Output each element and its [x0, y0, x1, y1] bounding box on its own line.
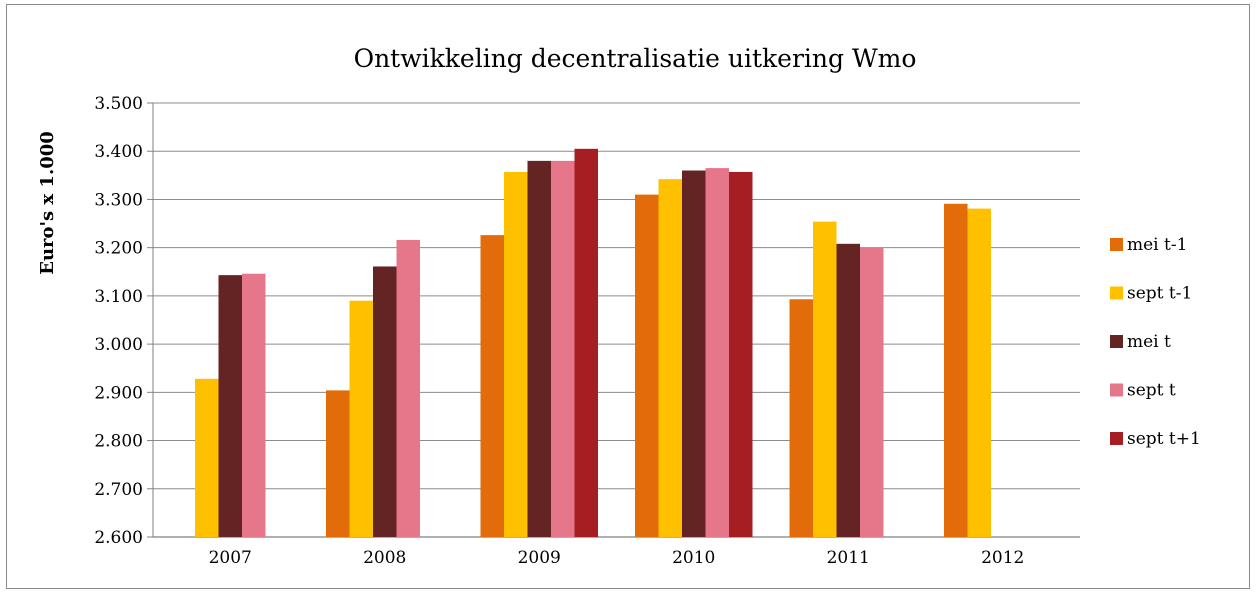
y-tick-label: 3.100 — [94, 287, 143, 307]
gridlines — [147, 102, 1080, 538]
x-axis-ticks: 2007 2008 2009 2010 2011 2012 — [209, 548, 1025, 568]
y-tick-label: 2.600 — [94, 528, 143, 548]
bar-chart: Ontwikkeling decentralisatie uitkering W… — [37, 44, 1201, 568]
bar-2010-mei-t — [682, 170, 706, 537]
legend-swatch — [1110, 383, 1123, 397]
x-tick-label: 2010 — [672, 548, 715, 568]
bar-2009-sept-t — [551, 160, 575, 537]
y-axis-ticks: 2.600 2.700 2.800 2.900 3.000 3.100 3.200 3.300… — [94, 94, 143, 548]
bar-2007-sept-t — [242, 273, 266, 537]
bar-2012-mei-t-1 — [944, 203, 968, 538]
bar-2009-sept-t+1 — [574, 148, 598, 538]
y-tick-label: 2.800 — [94, 432, 143, 452]
bar-2008-sept-t — [396, 239, 420, 537]
bar-2010-sept-t+1 — [729, 171, 753, 538]
bars — [195, 148, 991, 538]
legend-swatch — [1110, 238, 1123, 251]
bar-2008-sept-t-1 — [349, 300, 373, 537]
chart-title: Ontwikkeling decentralisatie uitkering W… — [354, 44, 917, 73]
legend-label: sept t+1 — [1127, 429, 1201, 449]
bar-2008-mei-t-1 — [326, 390, 350, 537]
x-tick-label: 2007 — [209, 548, 252, 568]
bar-2007-sept-t-1 — [195, 378, 219, 537]
legend-label: mei t — [1127, 332, 1171, 352]
bar-2011-sept-t-1 — [813, 221, 837, 538]
legend-swatch — [1110, 432, 1123, 445]
y-tick-label: 3.500 — [94, 94, 143, 114]
bar-2007-mei-t — [218, 275, 242, 537]
y-tick-label: 3.200 — [94, 239, 143, 259]
x-tick-label: 2011 — [827, 548, 870, 568]
y-tick-label: 3.400 — [94, 142, 143, 162]
bar-2011-mei-t — [836, 243, 860, 537]
legend-swatch — [1110, 286, 1123, 300]
y-tick-label: 2.900 — [94, 383, 143, 403]
chart-frame: Ontwikkeling decentralisatie uitkering W… — [6, 4, 1250, 589]
x-tick-label: 2009 — [518, 548, 561, 568]
y-axis-label: Euro's x 1.000 — [37, 131, 58, 275]
bar-2011-mei-t-1 — [789, 299, 813, 537]
legend-label: mei t-1 — [1127, 235, 1187, 255]
bar-2010-mei-t-1 — [635, 194, 659, 537]
bar-2009-sept-t-1 — [504, 171, 528, 538]
y-tick-label: 3.300 — [94, 190, 143, 210]
bar-2009-mei-t-1 — [480, 235, 504, 537]
bar-2008-mei-t — [373, 266, 397, 537]
bar-2011-sept-t — [860, 247, 884, 537]
x-tick-label: 2012 — [981, 548, 1024, 568]
bar-2009-mei-t — [527, 160, 551, 537]
legend: mei t-1 sept t-1 mei t sept t sept t+1 — [1110, 235, 1201, 449]
y-tick-label: 3.000 — [94, 335, 143, 355]
bar-2010-sept-t-1 — [658, 179, 682, 538]
y-tick-label: 2.700 — [94, 480, 143, 500]
legend-swatch — [1110, 335, 1123, 348]
bar-2010-sept-t — [705, 168, 729, 537]
legend-label: sept t — [1127, 381, 1176, 401]
legend-label: sept t-1 — [1127, 284, 1192, 304]
x-tick-label: 2008 — [363, 548, 406, 568]
bar-2012-sept-t-1 — [967, 208, 991, 537]
